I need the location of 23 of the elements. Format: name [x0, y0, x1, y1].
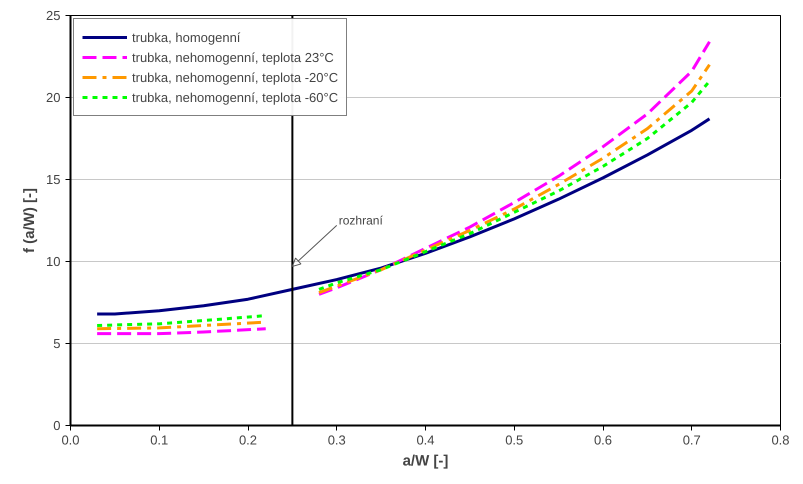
- y-tick-label: 25: [46, 8, 61, 23]
- legend-label: trubka, nehomogenní, teplota 23°C: [132, 48, 334, 66]
- x-tick-label: 0.0: [61, 432, 80, 448]
- x-tick-label: 0.6: [594, 432, 612, 448]
- x-tick-label: 0.8: [771, 432, 790, 448]
- line-series: [96, 117, 711, 316]
- x-tick-label: 0.7: [682, 432, 701, 448]
- y-tick-label: 15: [46, 172, 61, 187]
- x-tick-label: 0.1: [150, 432, 168, 448]
- y-tick-label: 20: [46, 90, 61, 105]
- y-tick-label: 10: [46, 254, 61, 269]
- legend-label: trubka, nehomogenní, teplota -20°C: [132, 68, 338, 86]
- legend-label: trubka, homogenní: [132, 28, 240, 46]
- y-tick-label: 5: [53, 336, 61, 351]
- annotation: rozhraní: [338, 213, 384, 228]
- x-tick-label: 0.4: [416, 432, 435, 448]
- x-tick-label: 0.5: [505, 432, 524, 448]
- legend-label: trubka, nehomogenní, teplota -60°C: [132, 88, 338, 106]
- x-tick-label: 0.2: [238, 432, 258, 448]
- y-axis-title: f (a/W) [-]: [21, 188, 38, 253]
- y-tick-label: 0: [53, 418, 61, 433]
- x-axis-title: a/W [-]: [402, 452, 448, 470]
- x-tick-label: 0.3: [328, 432, 346, 448]
